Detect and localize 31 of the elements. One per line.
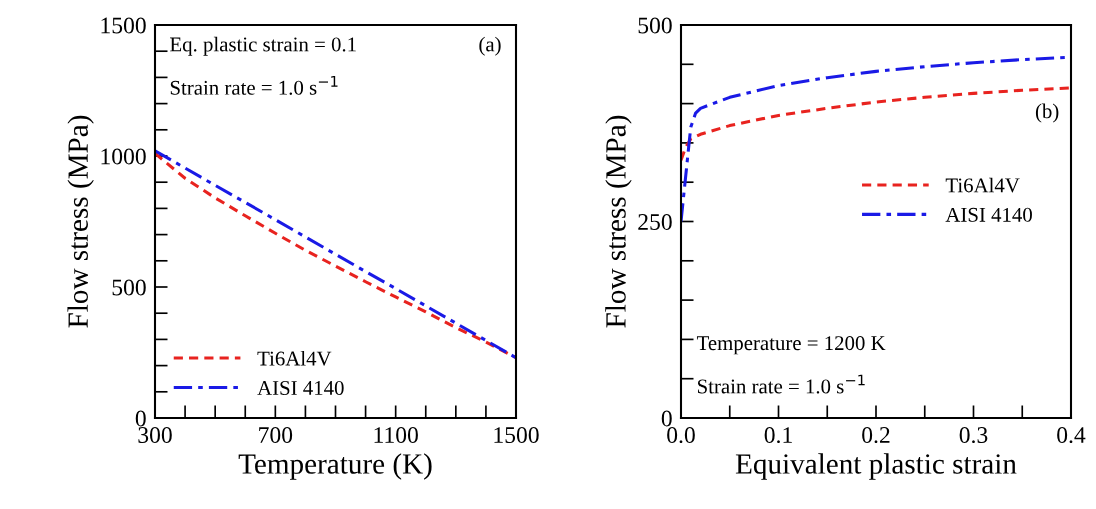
x-tick-label: 0.4	[1057, 427, 1086, 444]
y-tick-label: 250	[638, 213, 672, 230]
y-tick-label: 500	[638, 17, 672, 34]
y-axis-title: Flow stress (MPa)	[605, 115, 632, 328]
legend-label: AISI 4140	[257, 380, 344, 396]
annotation: Strain rate = 1.0 s$^{−1}$	[697, 374, 865, 394]
annotation: (a)	[479, 36, 501, 56]
x-tick-label: 1500	[494, 427, 539, 443]
y-tick-label: 1500	[101, 17, 146, 34]
y-tick-label: 500	[112, 279, 146, 296]
x-axis-title: Equivalent plastic strain	[735, 453, 1017, 480]
line-series	[681, 86, 1071, 162]
x-tick-label: 700	[259, 427, 293, 443]
y-tick-label: 0	[661, 410, 672, 427]
y-axis-title: Flow stress (MPa)	[67, 115, 94, 328]
annotation: (b)	[1035, 103, 1059, 123]
legend-label: AISI 4140	[945, 207, 1032, 222]
legend-label: Ti6Al4V	[945, 177, 1020, 193]
y-tick-label: 0	[135, 410, 146, 427]
x-tick-label: 0.3	[959, 427, 988, 444]
x-tick-label: 0.0	[667, 427, 695, 444]
x-axis-title: Temperature (K)	[238, 453, 432, 480]
y-tick-label: 1000	[101, 148, 146, 165]
x-tick-label: 0.1	[764, 427, 792, 444]
annotation: Temperature = 1200 K	[696, 336, 886, 355]
annotation: Eq. plastic strain = 0.1	[170, 36, 356, 56]
x-tick-label: 0.2	[862, 427, 890, 444]
x-tick-label: 300	[138, 427, 172, 443]
x-tick-label: 1100	[374, 427, 418, 443]
annotation: Strain rate = 1.0 s$^{−1}$	[170, 76, 338, 95]
legend-label: Ti6Al4V	[257, 350, 332, 366]
